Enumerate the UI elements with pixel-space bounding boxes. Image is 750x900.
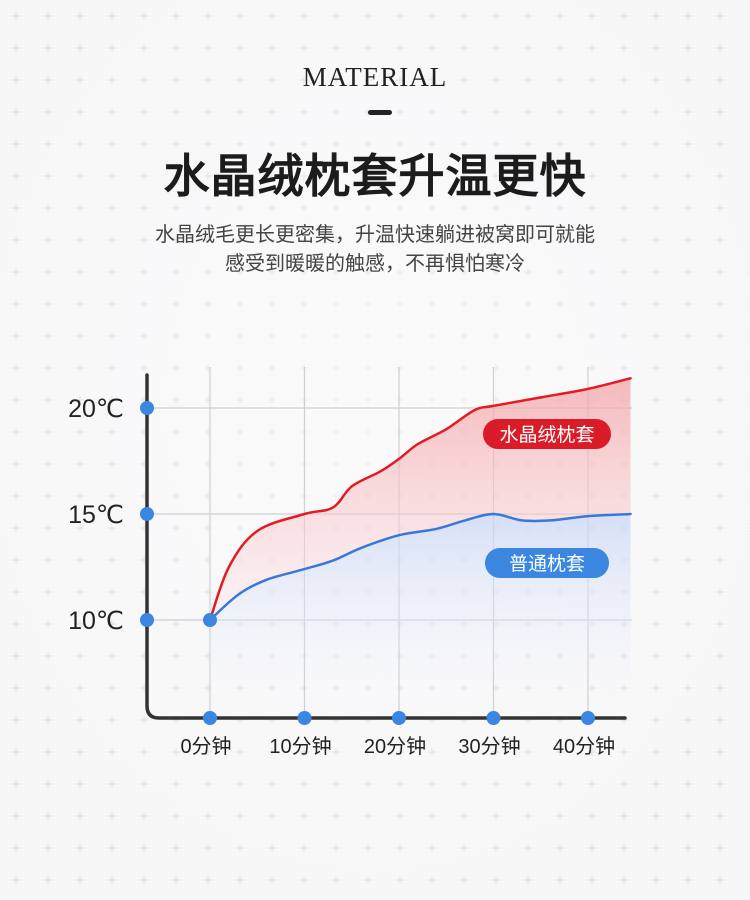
- series-line-水晶绒枕套: [208, 377, 632, 622]
- x-tick-dot: [581, 711, 595, 725]
- y-tick-dot: [140, 507, 154, 521]
- y-tick-dot: [140, 613, 154, 627]
- description: 水晶绒毛更长更密集，升温快速躺进被窝即可就能 感受到暖暖的触感，不再惧怕寒冷: [0, 220, 750, 278]
- y-tick-label: 20℃: [68, 395, 124, 423]
- eyebrow-divider: [368, 110, 392, 115]
- description-line-2: 感受到暖暖的触感，不再惧怕寒冷: [225, 251, 525, 275]
- x-tick-label: 40分钟: [553, 735, 615, 758]
- chart-axes: [145, 373, 627, 720]
- series-label-水晶绒枕套-pill: [483, 419, 611, 449]
- y-tick-dot: [140, 401, 154, 415]
- y-tick-label: 15℃: [68, 501, 124, 529]
- series-label-普通枕套-pill: [485, 548, 609, 578]
- eyebrow-text: MATERIAL: [302, 62, 448, 92]
- y-tick-label: 10℃: [68, 607, 124, 635]
- x-tick-label: 0分钟: [180, 735, 231, 758]
- x-tick-label: 10分钟: [269, 735, 331, 758]
- x-tick-dot: [203, 711, 217, 725]
- x-tick-dot: [297, 711, 312, 725]
- series-label-水晶绒枕套: 水晶绒枕套: [499, 424, 594, 446]
- x-tick-label: 30分钟: [458, 735, 520, 758]
- x-tick-dot: [486, 711, 501, 725]
- x-tick-dot: [392, 711, 406, 725]
- x-tick-label: 20分钟: [364, 735, 426, 758]
- series-label-普通枕套: 普通枕套: [509, 553, 585, 575]
- page-title: 水晶绒枕套升温更快: [163, 149, 587, 203]
- start-point-marker: [203, 613, 217, 627]
- description-line-1: 水晶绒毛更长更密集，升温快速躺进被窝即可就能: [155, 222, 595, 246]
- series-line-普通枕套: [208, 512, 632, 622]
